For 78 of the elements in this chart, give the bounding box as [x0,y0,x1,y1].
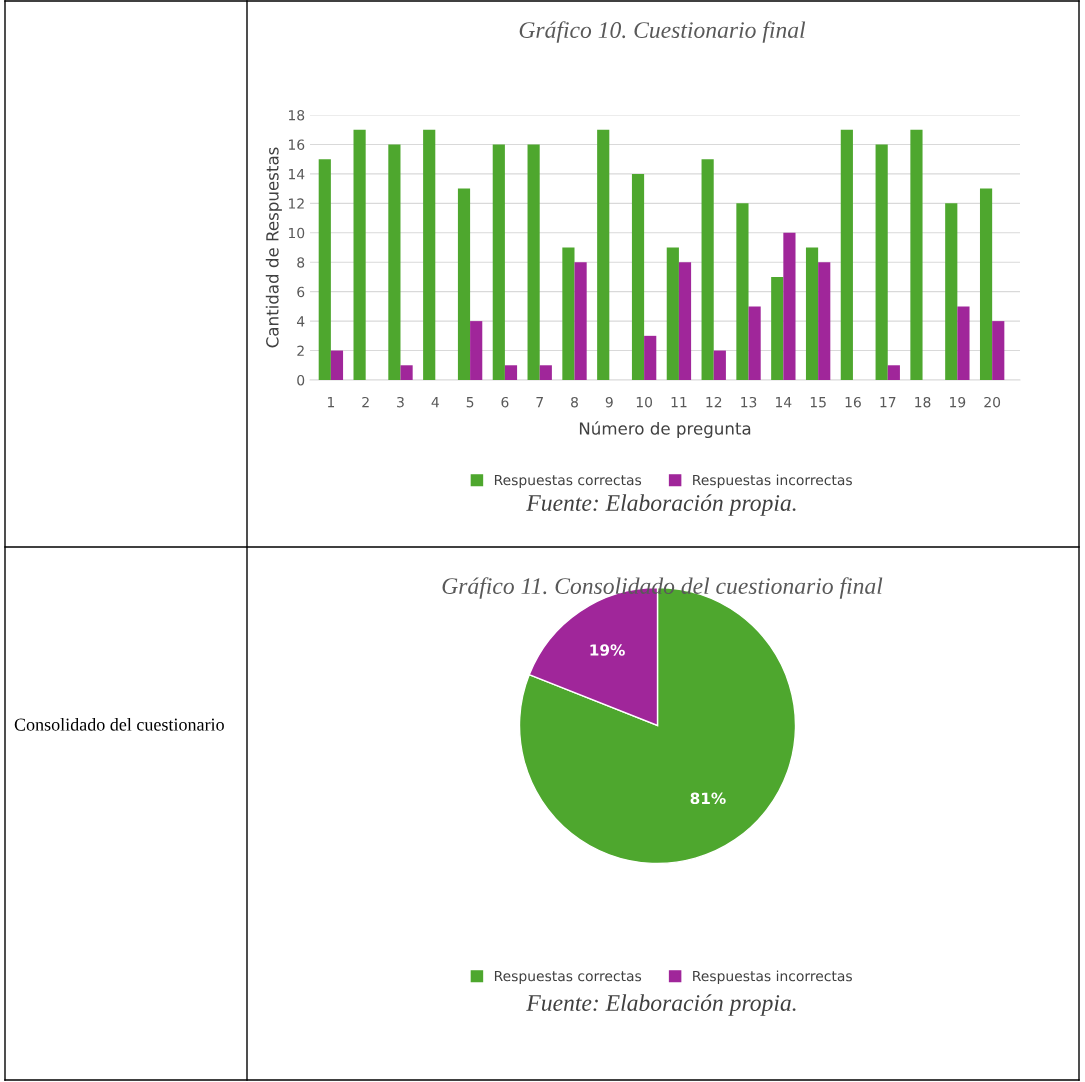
data-label: 81% [690,792,726,805]
bar [388,144,401,380]
y-tick-label: 16 [288,139,305,150]
chart-title: Gráfico 10. Cuestionario final [519,21,806,43]
bar [574,262,587,380]
x-tick-label: 14 [776,397,792,408]
bar [400,365,413,380]
y-tick-label: 10 [288,227,305,239]
y-tick-label: 0 [297,374,305,386]
x-tick-label: 9 [605,396,613,408]
bar [736,203,749,380]
x-tick-label: 1 [327,397,335,408]
x-tick-label: 19 [950,396,966,408]
bar [470,321,483,380]
legend-label: Respuestas correctas [494,474,642,488]
x-tick-label: 3 [397,396,404,408]
bar [771,276,784,380]
source-note: Fuente: Elaboración propia. [526,494,796,516]
x-tick-label: 6 [501,396,509,408]
bar [330,350,344,380]
x-tick-label: 17 [880,397,896,408]
bar [910,129,923,380]
x-tick-label: 13 [741,396,757,408]
bar [539,365,552,380]
x-tick-label: 10 [636,396,653,408]
bar [818,262,831,380]
x-tick-label: 20 [984,396,1001,408]
y-tick-label: 14 [288,169,305,180]
bar [992,321,1005,380]
bar [423,129,436,380]
y-tick-label: 2 [297,345,304,356]
x-tick-label: 5 [466,397,474,408]
bar [678,262,692,380]
bar [562,247,575,380]
bar [666,247,679,380]
bar [527,144,540,380]
bar [783,232,796,380]
x-tick-label: 18 [915,396,931,408]
bar [644,335,657,380]
legend-label: Respuestas incorrectas [693,970,852,984]
x-tick-label: 16 [845,396,861,408]
bar [957,306,970,380]
x-tick-label: 4 [431,397,439,408]
bar [597,129,610,380]
y-axis-title: Cantidad de Respuestas [265,147,282,348]
legend-label: Respuestas incorrectas [693,474,852,488]
bar [713,350,726,380]
x-tick-label: 12 [706,396,722,408]
y-tick-label: 12 [288,198,304,209]
bar [318,159,331,380]
bar [631,173,645,380]
y-tick-label: 8 [297,257,305,268]
bar [979,188,993,380]
y-tick-label: 18 [288,109,305,121]
bar [805,247,819,380]
bar [887,365,900,380]
y-tick-label: 6 [297,286,305,298]
bar [457,188,471,380]
bar [492,144,505,380]
x-tick-label: 11 [671,397,687,408]
data-label: 19% [590,644,625,656]
source-note: Fuente: Elaboración propia. [526,994,796,1016]
bar [353,129,366,380]
x-tick-label: 7 [536,397,543,408]
chart-title: Gráfico 11. Consolidado del cuestionario final [442,577,883,599]
bar [504,365,518,380]
bar [840,129,853,380]
bar [875,144,888,380]
y-tick-label: 4 [296,316,305,327]
bar [701,159,714,380]
x-tick-label: 2 [362,396,369,408]
legend-label: Respuestas correctas [494,970,642,984]
x-axis-title: Número de pregunta [579,421,751,439]
text: Consolidado del cuestionario [14,718,224,731]
bar [945,203,958,380]
x-tick-label: 15 [810,397,826,408]
bar [748,306,761,380]
x-tick-label: 8 [571,396,578,408]
